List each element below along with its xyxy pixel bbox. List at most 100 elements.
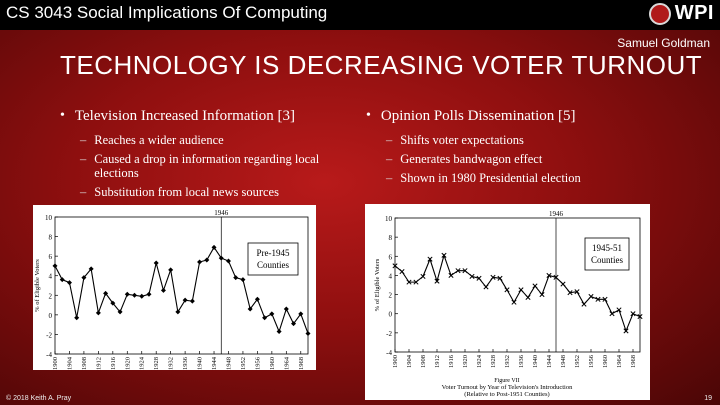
list-item: – Generates bandwagon effect — [386, 152, 666, 166]
right-column: • Opinion Polls Dissemination [5] – Shift… — [366, 108, 666, 190]
data-point — [211, 244, 217, 250]
data-point — [74, 315, 80, 321]
x-tick-label: 1900 — [52, 357, 59, 370]
page-number: 19 — [704, 395, 712, 402]
x-tick-label: 1964 — [283, 356, 290, 370]
right-heading-bullet: • Opinion Polls Dissemination [5] — [366, 108, 666, 125]
logo-text: WPI — [674, 2, 714, 24]
x-tick-label: 1940 — [532, 355, 539, 368]
list-item-text: Generates bandwagon effect — [400, 152, 543, 166]
series-line — [394, 253, 641, 333]
data-point — [525, 294, 531, 300]
y-tick-label: 2 — [389, 292, 393, 300]
y-tick-label: 8 — [389, 234, 393, 242]
x-tick-label: 1968 — [630, 355, 637, 368]
data-point — [483, 284, 489, 290]
y-tick-label: -4 — [46, 351, 52, 359]
dash-icon: – — [386, 171, 393, 185]
data-point — [623, 328, 629, 334]
plot-frame — [54, 216, 309, 355]
data-point — [254, 296, 260, 302]
x-tick-label: 1960 — [269, 357, 276, 370]
left-column: • Television Increased Information [3] –… — [60, 108, 360, 204]
data-point — [546, 272, 552, 278]
x-tick-label: 1944 — [546, 354, 553, 368]
data-point — [420, 273, 426, 279]
x-tick-label: 1928 — [490, 355, 497, 368]
data-point — [602, 296, 608, 302]
x-tick-label: 1928 — [153, 357, 160, 370]
data-point — [448, 272, 454, 278]
y-tick-label: 0 — [389, 311, 393, 319]
data-point — [497, 275, 503, 281]
x-tick-label: 1952 — [240, 357, 247, 370]
x-tick-label: 1924 — [139, 356, 146, 370]
data-point — [218, 255, 224, 261]
list-item: – Shown in 1980 Presidential election — [386, 171, 666, 185]
x-tick-label: 1956 — [588, 354, 595, 368]
x-tick-label: 1960 — [602, 355, 609, 368]
list-item: – Caused a drop in information regarding … — [80, 152, 360, 180]
left-heading-bullet: • Television Increased Information [3] — [60, 108, 360, 125]
x-tick-label: 1948 — [225, 357, 232, 370]
legend-text: Counties — [591, 255, 623, 265]
y-tick-label: 4 — [49, 273, 53, 281]
legend-text: 1945-51 — [592, 243, 622, 253]
figure-caption-sub: (Relative to Post-1951 Counties) — [464, 391, 549, 398]
data-point — [427, 256, 433, 262]
x-tick-label: 1920 — [462, 355, 469, 368]
x-tick-label: 1908 — [81, 357, 88, 370]
data-point — [182, 297, 188, 303]
data-point — [298, 311, 304, 317]
data-point — [204, 257, 210, 263]
y-tick-label: -4 — [386, 349, 392, 357]
wpi-logo: WPI — [648, 2, 714, 25]
data-point — [560, 281, 566, 287]
y-tick-label: -2 — [46, 331, 52, 339]
x-tick-label: 1912 — [95, 357, 102, 370]
data-point — [441, 252, 447, 258]
data-point — [225, 258, 231, 264]
chart-1945-51-svg: -4 -2 0 2 4 6 8 10 1900 1904 1908 1912 1916 1920 1924 1… — [374, 210, 643, 398]
bullet-icon: • — [366, 108, 371, 123]
data-point — [518, 287, 524, 293]
data-point — [153, 260, 159, 266]
x-tick-label: 1920 — [124, 357, 131, 370]
plot-frame — [394, 217, 641, 353]
y-tick-label: 6 — [49, 253, 53, 261]
data-point — [406, 279, 412, 285]
y-tick-label: 6 — [389, 253, 393, 261]
data-point — [189, 298, 195, 304]
y-tick-label: -2 — [386, 330, 392, 338]
data-point — [283, 306, 289, 312]
data-point — [175, 309, 181, 315]
dash-icon: – — [80, 133, 87, 147]
x-tick-label: 1916 — [448, 354, 455, 368]
data-point — [95, 310, 101, 316]
data-point — [630, 311, 636, 317]
dash-icon: – — [386, 152, 393, 166]
data-point — [462, 268, 468, 274]
header-bar: CS 3043 Social Implications Of Computing… — [0, 0, 720, 30]
data-point — [197, 259, 203, 265]
legend-text: Pre-1945 — [257, 248, 290, 258]
x-tick-label: 1916 — [110, 356, 117, 370]
data-point — [567, 290, 573, 296]
data-point — [511, 299, 517, 305]
list-item-text: Shifts voter expectations — [400, 133, 524, 147]
data-point — [553, 274, 559, 280]
data-point — [66, 280, 72, 286]
data-point — [233, 275, 239, 281]
chart-pre-1945: -4 -2 0 2 4 6 8 10 1900 1904 1908 1912 1916 1920 1924 1… — [33, 205, 316, 370]
chart-1945-51: -4 -2 0 2 4 6 8 10 1900 1904 1908 1912 1916 1920 1924 1… — [365, 204, 650, 400]
data-point — [616, 307, 622, 313]
list-item-text: Shown in 1980 Presidential election — [400, 171, 581, 185]
dash-icon: – — [386, 133, 393, 147]
x-tick-label: 1956 — [254, 356, 261, 370]
data-point — [262, 315, 268, 321]
x-tick-label: 1904 — [406, 354, 413, 368]
x-tick-label: 1936 — [518, 354, 525, 368]
y-tick-label: 8 — [49, 234, 53, 242]
copyright: © 2018 Keith A. Pray — [6, 395, 72, 402]
